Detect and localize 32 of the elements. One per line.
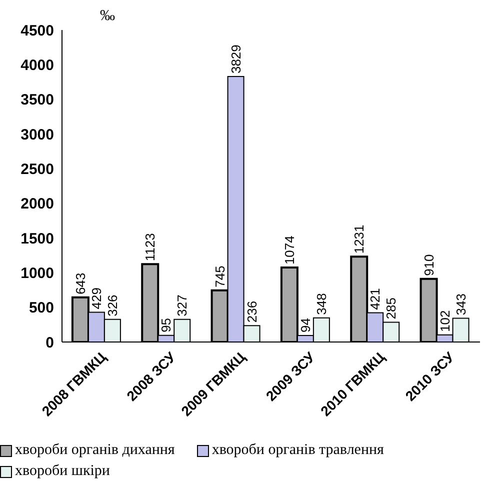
data-label: 348 — [314, 293, 329, 315]
legend-label: хвороби органів дихання — [15, 442, 175, 459]
y-tick-label: 0 — [46, 334, 54, 352]
data-label: 1123 — [142, 233, 158, 262]
data-label: 745 — [212, 266, 228, 288]
y-tick-label: 500 — [28, 300, 54, 317]
data-label: 429 — [88, 288, 104, 310]
data-label: 910 — [421, 254, 436, 276]
data-label: 1074 — [282, 236, 297, 265]
y-tick-label: 2500 — [20, 160, 54, 178]
data-label: 94 — [298, 318, 313, 332]
y-tick-label: 4000 — [20, 56, 54, 74]
data-label: 1231 — [352, 224, 367, 254]
y-tick-label: 3000 — [20, 126, 54, 144]
data-label: 343 — [453, 294, 468, 316]
y-tick-label: 4500 — [20, 22, 54, 40]
data-label: 236 — [244, 300, 260, 323]
data-label: 95 — [158, 318, 174, 332]
legend-label: хвороби шкіри — [15, 463, 110, 480]
y-tick-label: 1000 — [20, 264, 54, 282]
legend-label: хвороби органів травлення — [212, 442, 384, 459]
data-label: 643 — [72, 272, 88, 294]
y-tick-label: 2000 — [20, 196, 54, 213]
data-label: 3829 — [228, 44, 244, 74]
data-label: 326 — [104, 294, 120, 316]
y-tick-label: 3500 — [20, 92, 54, 109]
data-label: 102 — [437, 310, 452, 332]
data-label: 327 — [174, 294, 190, 316]
data-label: 421 — [368, 288, 383, 310]
y-axis-title: ‰ — [100, 8, 115, 25]
y-tick-label: 1500 — [20, 230, 54, 248]
data-label: 285 — [384, 298, 399, 320]
